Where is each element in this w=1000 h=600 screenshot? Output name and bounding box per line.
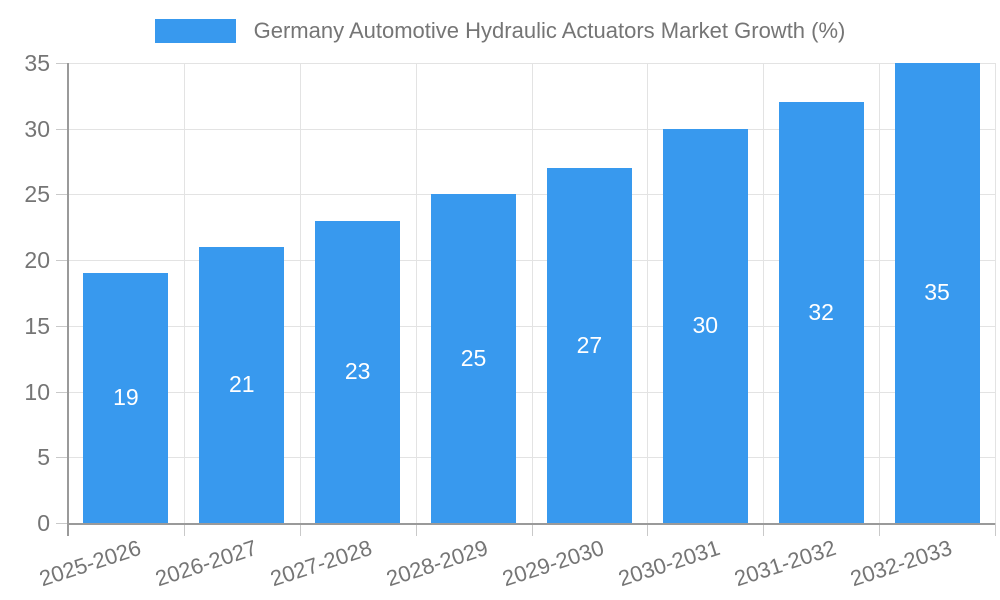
bar-value-label: 32 [808,298,834,325]
gridline-vertical [299,63,301,523]
y-axis-tick [56,391,68,393]
x-axis-tick [647,523,649,536]
x-axis-tick [415,523,417,536]
x-axis-tick [531,523,533,536]
y-axis-tick [56,63,68,64]
y-axis-tick [56,194,68,196]
bar[interactable] [83,273,169,523]
bar[interactable] [431,194,517,523]
bar[interactable] [546,168,632,523]
x-axis-tick-label: 2031-2032 [731,535,839,592]
bar-value-label: 27 [576,331,603,358]
chart-legend[interactable]: Germany Automotive Hydraulic Actuators M… [0,18,1000,44]
x-axis-tick-label: 2032-2033 [846,535,955,592]
bar[interactable] [662,128,748,523]
legend-swatch [154,19,236,43]
bar[interactable] [778,102,864,523]
bar-value-label: 19 [113,384,139,411]
x-axis-tick-label: 2025-2026 [35,535,144,592]
y-axis-tick-label: 25 [24,181,50,208]
y-axis-tick-label: 10 [24,378,50,405]
bar-value-label: 30 [692,311,719,338]
y-axis-tick [56,523,68,524]
x-axis-tick [995,523,996,536]
gridline-vertical [183,63,185,523]
bar[interactable] [894,63,980,523]
bar[interactable] [315,220,401,523]
bar-value-label: 21 [229,371,255,397]
chart-title: Germany Automotive Hydraulic Actuators M… [253,18,846,43]
y-axis-tick [56,325,68,327]
x-axis-line [67,523,995,525]
x-axis-tick [763,523,765,536]
bar-value-label: 35 [924,279,950,305]
x-axis-tick-label: 2028-2029 [383,535,492,592]
gridline-vertical [879,63,881,523]
gridline-vertical [995,63,996,523]
y-axis-tick-label: 0 [37,510,50,536]
y-axis-tick-label: 5 [37,444,50,471]
y-axis-line [67,63,69,536]
x-axis-tick [299,523,301,536]
gridline-vertical [647,63,649,523]
y-axis-tick [56,260,68,262]
x-axis-tick [183,523,185,536]
x-axis-tick [879,523,881,536]
gridline-vertical [415,63,417,523]
x-axis-tick-label: 2030-2031 [615,535,724,592]
gridline-vertical [763,63,765,523]
y-axis-tick-label: 30 [24,115,50,142]
gridline-vertical [531,63,533,523]
y-axis-tick [56,457,68,459]
x-axis-tick-label: 2029-2030 [499,535,608,592]
y-axis-tick-label: 20 [24,247,50,274]
bar-value-label: 23 [344,357,371,384]
y-axis-tick [56,128,68,130]
bar-value-label: 25 [460,344,487,371]
x-axis-tick-label: 2027-2028 [267,535,376,592]
y-axis-tick-label: 35 [24,50,50,76]
bar[interactable] [199,247,285,523]
y-axis-tick-label: 15 [24,312,50,339]
x-axis-tick-label: 2026-2027 [151,535,260,592]
